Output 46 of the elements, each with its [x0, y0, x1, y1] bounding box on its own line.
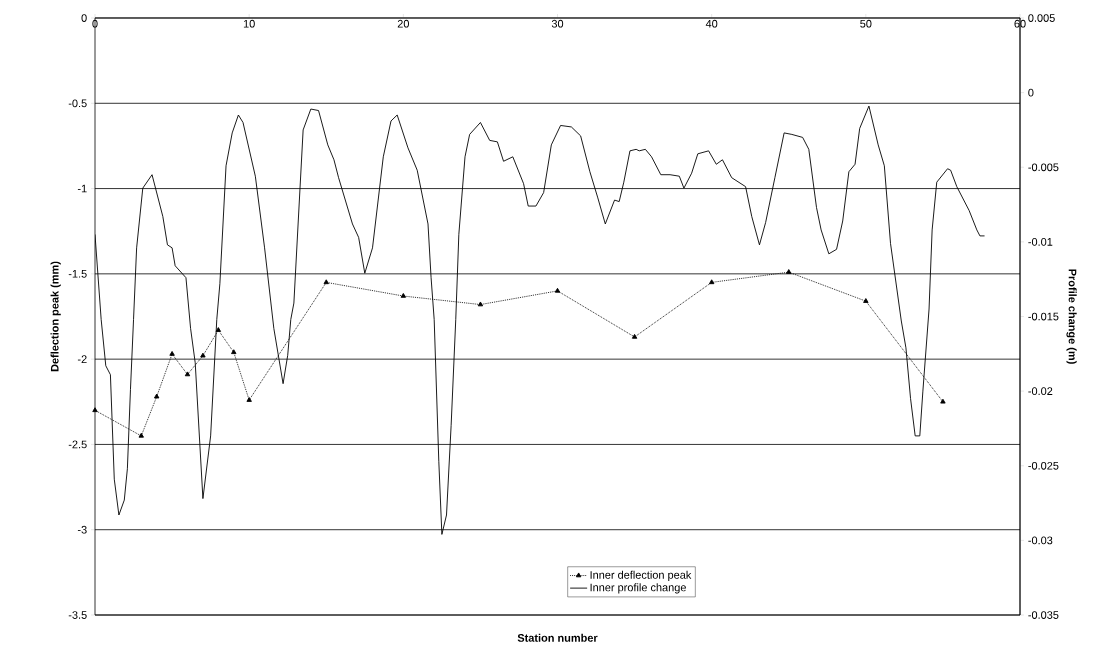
y2-tick-label: -0.035 [1028, 611, 1059, 619]
point [200, 352, 206, 358]
y2-tick-label: -0.015 [1028, 312, 1059, 321]
x-tick-label: 10 [243, 19, 255, 28]
point [138, 432, 144, 438]
x-tick-label: 50 [860, 19, 872, 28]
x-axis-title: Station number [517, 633, 598, 642]
y2-tick-label: 0.005 [1028, 14, 1055, 22]
y-tick-label: -2.5 [68, 440, 87, 449]
point [169, 350, 175, 356]
point [708, 279, 715, 285]
y2-tick-label: -0.03 [1028, 536, 1053, 545]
y-tick-label: -1 [77, 184, 87, 193]
point [477, 301, 484, 307]
y2-axis-title: Profile change (m) [1066, 269, 1077, 364]
x-tick-label: 0 [92, 19, 98, 28]
point [863, 298, 869, 303]
y-tick-label: -0.5 [68, 99, 87, 108]
point [554, 287, 561, 293]
x-tick-label: 40 [705, 19, 718, 28]
y-tick-label: -1.5 [68, 270, 87, 278]
point [92, 407, 98, 413]
point [246, 397, 252, 402]
y2-tick-label: -0.005 [1028, 163, 1059, 172]
y-tick-label: -3.5 [68, 611, 87, 619]
y-tick-label: -3 [77, 525, 87, 534]
point [400, 292, 407, 298]
point [940, 398, 946, 404]
point [184, 371, 191, 377]
y2-tick-label: 0 [1028, 88, 1034, 97]
point [786, 269, 792, 274]
point [631, 333, 638, 339]
point [231, 349, 237, 355]
y2-tick-label: -0.01 [1028, 238, 1053, 246]
legend-label: Inner deflection peak [590, 570, 692, 581]
x-tick-label: 30 [551, 19, 564, 28]
y-axis-title: Deflection peak (mm) [50, 261, 61, 372]
y-tick-label: 0 [81, 14, 87, 22]
y2-tick-label: -0.025 [1028, 461, 1059, 470]
y-tick-label: -2 [77, 355, 87, 363]
x-tick-label: 20 [397, 19, 409, 28]
point [215, 327, 222, 332]
legend-label: Inner profile change [590, 583, 686, 594]
y2-tick-label: -0.02 [1028, 387, 1053, 395]
point [153, 393, 160, 399]
point [323, 279, 329, 285]
